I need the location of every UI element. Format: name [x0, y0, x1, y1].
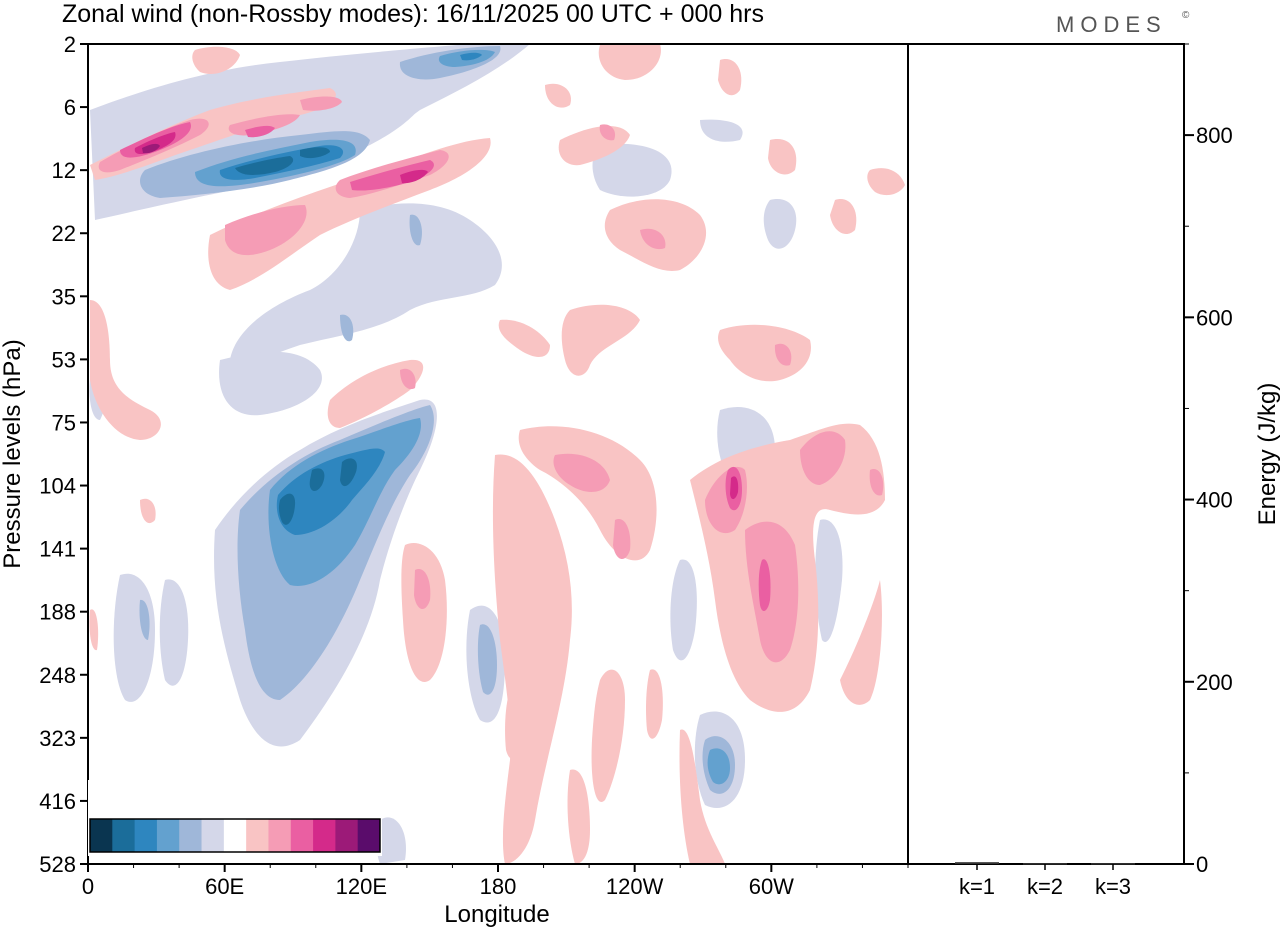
y-tick-label: 12 — [52, 158, 76, 183]
y-tick-label: 323 — [39, 726, 76, 751]
x-axis-ticks: 0 60E 120E 180 120W 60W — [82, 864, 909, 899]
heatmap-panel: -12-8-404812 2 6 12 22 35 53 75 104 141 188 248 323… — [39, 32, 909, 899]
energy-frame — [907, 43, 1185, 865]
colorbar-swatch — [313, 819, 336, 852]
y-tick-label: 35 — [52, 284, 76, 309]
contour-level-pos-10 — [142, 143, 160, 154]
energy-panel: 0 200 400 600 800 k=1 k=2 k=3 — [907, 43, 1233, 899]
colorbar-swatch — [90, 819, 113, 852]
x-tick-label: 120W — [606, 874, 664, 899]
colorbar-swatch — [201, 819, 225, 852]
x-axis-label: Longitude — [444, 901, 549, 928]
y-tick-label: 104 — [39, 474, 76, 499]
energy-axis-ticks: 0 200 400 600 800 — [1184, 43, 1233, 877]
y-tick-label: 528 — [39, 852, 76, 877]
y-tick-label: 53 — [52, 347, 76, 372]
y-tick-label: 22 — [52, 221, 76, 246]
energy-tick-label: 0 — [1196, 852, 1208, 877]
y-tick-label: 141 — [39, 537, 76, 562]
x-tick-label: 180 — [480, 874, 517, 899]
energy-tick-label: 800 — [1196, 123, 1233, 148]
colorbar-swatch — [335, 819, 359, 852]
energy-category-label: k=1 — [959, 874, 995, 899]
x-tick-label: 60E — [205, 874, 244, 899]
energy-categories: k=1 k=2 k=3 — [959, 864, 1131, 899]
energy-category-label: k=3 — [1095, 874, 1131, 899]
y-tick-label: 248 — [39, 663, 76, 688]
energy-tick-label: 600 — [1196, 305, 1233, 330]
colorbar-swatch — [268, 819, 292, 852]
energy-category-label: k=2 — [1027, 874, 1063, 899]
chart-title: Zonal wind (non-Rossby modes): 16/11/202… — [62, 0, 764, 28]
colorbar: -12-8-404812 — [88, 780, 382, 856]
x-tick-label: 0 — [82, 874, 94, 899]
energy-bar — [1091, 863, 1135, 865]
y-axis-label: Pressure levels (hPa) — [0, 339, 26, 568]
y-tick-label: 75 — [52, 410, 76, 435]
colorbar-swatch — [290, 819, 314, 852]
y-axis-ticks: 2 6 12 22 35 53 75 104 141 188 248 323 416 528 — [39, 32, 88, 877]
colorbar-swatch — [112, 819, 136, 852]
colorbar-swatch — [134, 819, 158, 852]
energy-axis-label: Energy (J/kg) — [1254, 383, 1280, 526]
contour-field — [89, 44, 905, 864]
colorbar-frame — [89, 818, 381, 853]
energy-tick-label: 400 — [1196, 488, 1233, 513]
brand-logo: MODES — [1056, 12, 1167, 37]
y-tick-label: 6 — [64, 95, 76, 120]
x-tick-label: 120E — [336, 874, 387, 899]
y-tick-label: 416 — [39, 789, 76, 814]
y-tick-label: 2 — [64, 32, 76, 57]
y-tick-label: 188 — [39, 600, 76, 625]
colorbar-swatch — [179, 819, 203, 852]
energy-tick-label: 200 — [1196, 670, 1233, 695]
colorbar-swatch — [357, 819, 381, 852]
energy-bars — [955, 862, 1135, 865]
energy-bar — [1023, 863, 1067, 865]
brand-mark: © — [1182, 10, 1190, 21]
contour-level-neg-10 — [235, 147, 357, 525]
colorbar-swatch — [246, 819, 269, 852]
colorbar-swatch — [223, 819, 247, 852]
energy-bar — [955, 862, 999, 864]
colorbar-swatch — [156, 819, 180, 852]
x-tick-label: 60W — [749, 874, 794, 899]
